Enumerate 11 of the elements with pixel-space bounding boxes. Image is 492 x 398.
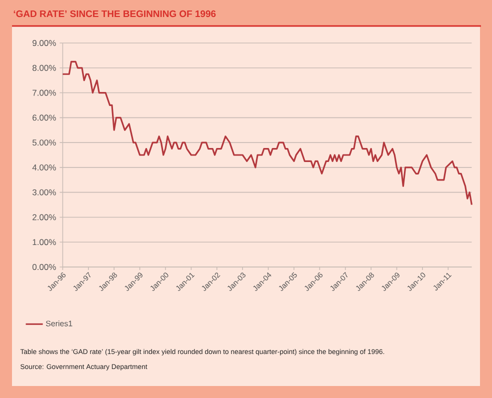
y-tick-label: 3.00% — [32, 189, 56, 196]
y-tick-label: 4.00% — [32, 164, 56, 170]
y-tick-label: 9.00% — [32, 40, 56, 46]
chart-title: ‘GAD RATE’ SINCE THE BEGINNING OF 1996 — [14, 10, 216, 18]
y-tick-label: 5.00% — [32, 140, 56, 146]
y-tick-label: 6.00% — [32, 114, 56, 121]
y-tick-label: 0.00% — [32, 264, 56, 270]
y-tick-label: 1.00% — [32, 239, 56, 246]
y-tick-label: 8.00% — [32, 64, 56, 71]
y-tick-label: 2.00% — [32, 214, 56, 220]
y-tick-label: 7.00% — [32, 90, 56, 96]
